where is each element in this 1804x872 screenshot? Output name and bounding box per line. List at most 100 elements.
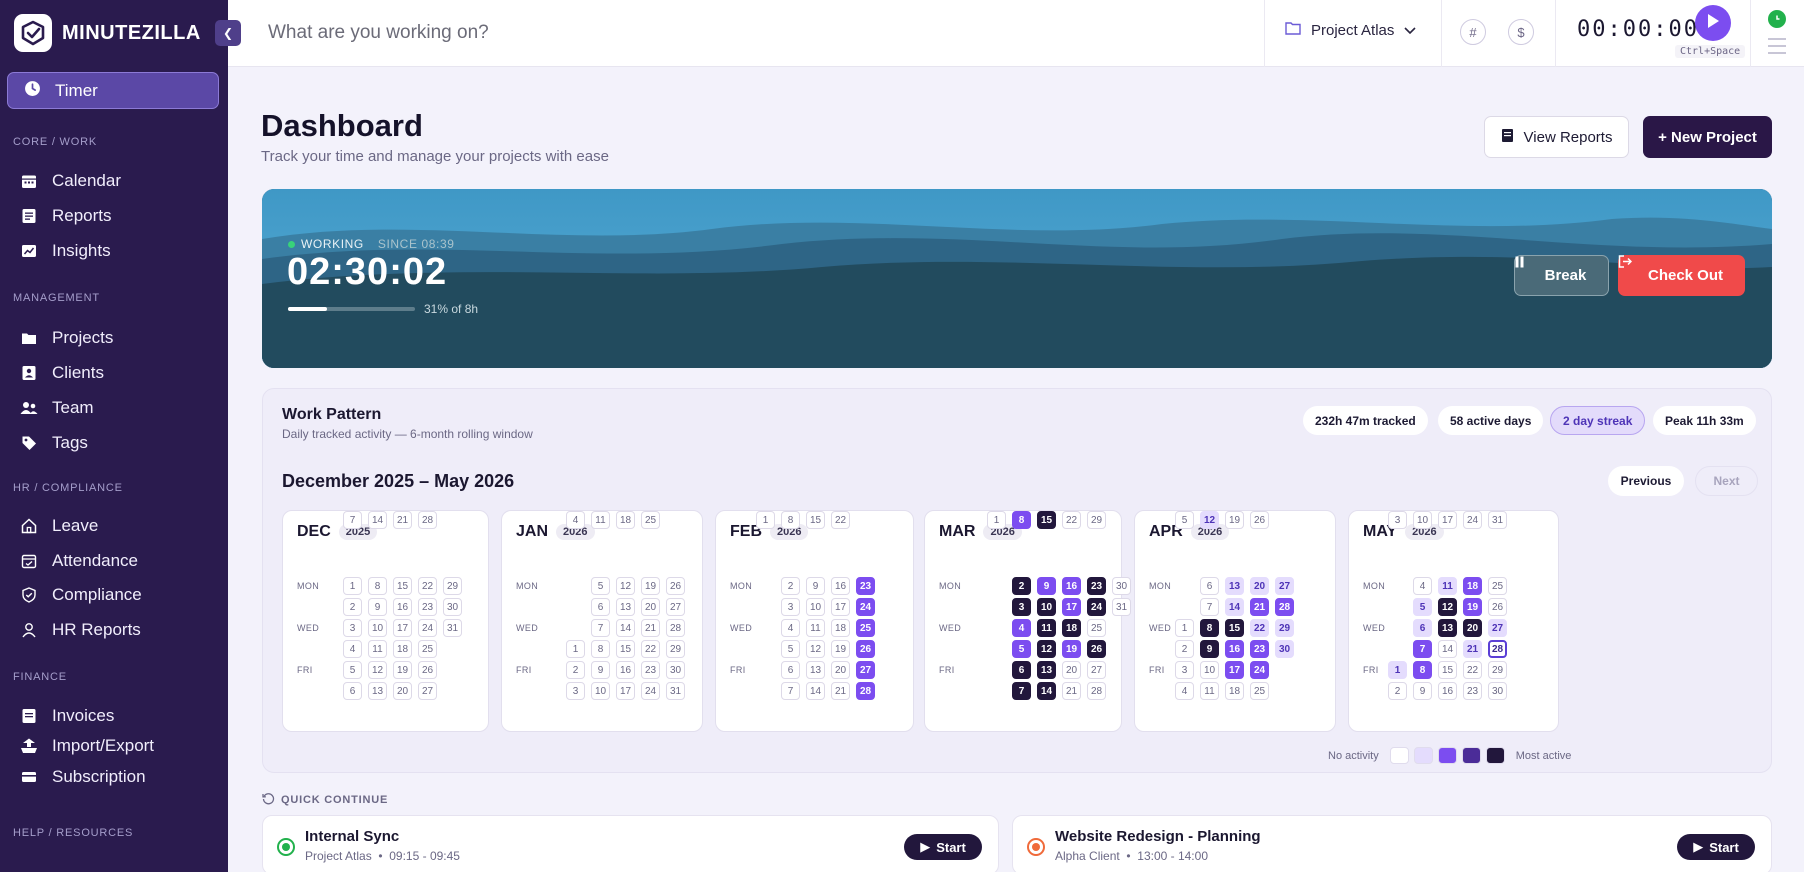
heatmap-day-cell[interactable]: 2 xyxy=(343,598,362,616)
heatmap-day-cell[interactable]: 5 xyxy=(1413,598,1432,616)
heatmap-day-cell[interactable]: 6 xyxy=(343,682,362,700)
heatmap-day-cell[interactable]: 23 xyxy=(418,598,437,616)
heatmap-day-cell[interactable]: 7 xyxy=(1012,682,1031,700)
heatmap-day-cell[interactable]: 3 xyxy=(1012,598,1031,616)
heatmap-day-cell[interactable]: 31 xyxy=(1488,511,1507,529)
sidebar-item-leave[interactable]: Leave xyxy=(20,516,98,536)
heatmap-day-cell[interactable]: 30 xyxy=(1112,577,1131,595)
heatmap-day-cell[interactable]: 17 xyxy=(1438,511,1457,529)
heatmap-day-cell[interactable]: 12 xyxy=(1200,511,1219,529)
heatmap-day-cell[interactable]: 28 xyxy=(856,682,875,700)
heatmap-day-cell[interactable]: 25 xyxy=(856,619,875,637)
heatmap-day-cell[interactable]: 3 xyxy=(781,598,800,616)
heatmap-day-cell[interactable]: 21 xyxy=(1062,682,1081,700)
heatmap-day-cell[interactable]: 23 xyxy=(856,577,875,595)
heatmap-day-cell[interactable]: 11 xyxy=(1438,577,1457,595)
heatmap-day-cell[interactable]: 17 xyxy=(1062,598,1081,616)
heatmap-day-cell[interactable]: 26 xyxy=(666,577,685,595)
heatmap-day-cell[interactable]: 2 xyxy=(1388,682,1407,700)
heatmap-day-cell[interactable]: 18 xyxy=(1225,682,1244,700)
heatmap-day-cell[interactable]: 1 xyxy=(987,511,1006,529)
heatmap-day-cell[interactable]: 7 xyxy=(1413,640,1432,658)
heatmap-day-cell[interactable]: 8 xyxy=(1413,661,1432,679)
heatmap-day-cell[interactable]: 30 xyxy=(666,661,685,679)
heatmap-day-cell[interactable]: 2 xyxy=(1175,640,1194,658)
heatmap-day-cell[interactable]: 1 xyxy=(566,640,585,658)
heatmap-day-cell[interactable]: 25 xyxy=(1488,577,1507,595)
heatmap-day-cell[interactable]: 16 xyxy=(393,598,412,616)
heatmap-day-cell[interactable]: 9 xyxy=(806,577,825,595)
start-button[interactable]: ▶ Start xyxy=(904,834,982,860)
heatmap-day-cell[interactable]: 20 xyxy=(1250,577,1269,595)
heatmap-day-cell[interactable]: 3 xyxy=(1175,661,1194,679)
heatmap-day-cell[interactable]: 8 xyxy=(591,640,610,658)
heatmap-day-cell[interactable]: 25 xyxy=(641,511,660,529)
heatmap-day-cell[interactable]: 11 xyxy=(591,511,610,529)
sidebar-item-clients[interactable]: Clients xyxy=(20,363,104,383)
heatmap-day-cell[interactable]: 15 xyxy=(616,640,635,658)
heatmap-day-cell[interactable]: 24 xyxy=(418,619,437,637)
sidebar-item-timer[interactable]: Timer xyxy=(7,72,219,109)
sidebar-item-tags[interactable]: Tags xyxy=(20,433,88,453)
heatmap-day-cell[interactable]: 9 xyxy=(368,598,387,616)
heatmap-day-cell[interactable]: 4 xyxy=(566,511,585,529)
tag-button[interactable]: # xyxy=(1460,19,1486,45)
heatmap-day-cell[interactable]: 27 xyxy=(1087,661,1106,679)
heatmap-day-cell[interactable]: 13 xyxy=(1438,619,1457,637)
previous-button[interactable]: Previous xyxy=(1608,466,1684,496)
heatmap-day-cell[interactable]: 6 xyxy=(781,661,800,679)
heatmap-day-cell[interactable]: 31 xyxy=(666,682,685,700)
heatmap-day-cell[interactable]: 15 xyxy=(1225,619,1244,637)
sidebar-item-invoices[interactable]: Invoices xyxy=(20,706,114,726)
heatmap-day-cell[interactable]: 2 xyxy=(1012,577,1031,595)
heatmap-day-cell[interactable]: 2 xyxy=(781,577,800,595)
heatmap-day-cell[interactable]: 1 xyxy=(756,511,775,529)
heatmap-day-cell[interactable]: 23 xyxy=(1087,577,1106,595)
quick-continue-item[interactable]: Internal Sync Project Atlas • 09:15 - 09… xyxy=(262,815,999,872)
heatmap-day-cell[interactable]: 1 xyxy=(343,577,362,595)
heatmap-day-cell[interactable]: 19 xyxy=(1225,511,1244,529)
heatmap-day-cell[interactable]: 12 xyxy=(368,661,387,679)
heatmap-day-cell[interactable]: 27 xyxy=(418,682,437,700)
heatmap-day-cell[interactable]: 18 xyxy=(1062,619,1081,637)
heatmap-day-cell[interactable]: 11 xyxy=(1200,682,1219,700)
heatmap-day-cell[interactable]: 28 xyxy=(418,511,437,529)
heatmap-day-cell[interactable]: 6 xyxy=(591,598,610,616)
heatmap-day-cell[interactable]: 21 xyxy=(1250,598,1269,616)
heatmap-day-cell[interactable]: 10 xyxy=(1413,511,1432,529)
heatmap-day-cell[interactable]: 8 xyxy=(1200,619,1219,637)
heatmap-day-cell[interactable]: 25 xyxy=(1087,619,1106,637)
heatmap-day-cell[interactable]: 29 xyxy=(1275,619,1294,637)
heatmap-day-cell[interactable]: 5 xyxy=(781,640,800,658)
sidebar-item-insights[interactable]: Insights xyxy=(20,241,111,261)
heatmap-day-cell[interactable]: 7 xyxy=(343,511,362,529)
heatmap-day-cell[interactable]: 11 xyxy=(806,619,825,637)
sidebar-item-reports[interactable]: Reports xyxy=(20,206,112,226)
heatmap-day-cell[interactable]: 7 xyxy=(591,619,610,637)
heatmap-day-cell[interactable]: 24 xyxy=(1250,661,1269,679)
task-description-input[interactable] xyxy=(268,22,1088,44)
heatmap-day-cell[interactable]: 27 xyxy=(856,661,875,679)
heatmap-day-cell[interactable]: 28 xyxy=(1275,598,1294,616)
heatmap-day-cell[interactable]: 16 xyxy=(1062,577,1081,595)
heatmap-day-cell[interactable]: 22 xyxy=(1250,619,1269,637)
heatmap-day-cell[interactable]: 13 xyxy=(1037,661,1056,679)
heatmap-day-cell[interactable]: 16 xyxy=(831,577,850,595)
heatmap-day-cell[interactable]: 30 xyxy=(443,598,462,616)
heatmap-day-cell[interactable]: 27 xyxy=(1275,577,1294,595)
heatmap-day-cell[interactable]: 4 xyxy=(343,640,362,658)
status-icon[interactable] xyxy=(1768,10,1786,28)
heatmap-day-cell[interactable]: 17 xyxy=(1225,661,1244,679)
heatmap-day-cell[interactable]: 15 xyxy=(806,511,825,529)
heatmap-day-cell[interactable]: 15 xyxy=(1037,511,1056,529)
heatmap-day-cell[interactable]: 28 xyxy=(1488,640,1507,658)
next-button[interactable]: Next xyxy=(1695,466,1758,496)
heatmap-day-cell[interactable]: 26 xyxy=(1087,640,1106,658)
heatmap-day-cell[interactable]: 26 xyxy=(856,640,875,658)
heatmap-day-cell[interactable]: 14 xyxy=(806,682,825,700)
heatmap-day-cell[interactable]: 10 xyxy=(1037,598,1056,616)
heatmap-day-cell[interactable]: 9 xyxy=(591,661,610,679)
heatmap-day-cell[interactable]: 4 xyxy=(781,619,800,637)
heatmap-day-cell[interactable]: 6 xyxy=(1012,661,1031,679)
heatmap-day-cell[interactable]: 18 xyxy=(393,640,412,658)
